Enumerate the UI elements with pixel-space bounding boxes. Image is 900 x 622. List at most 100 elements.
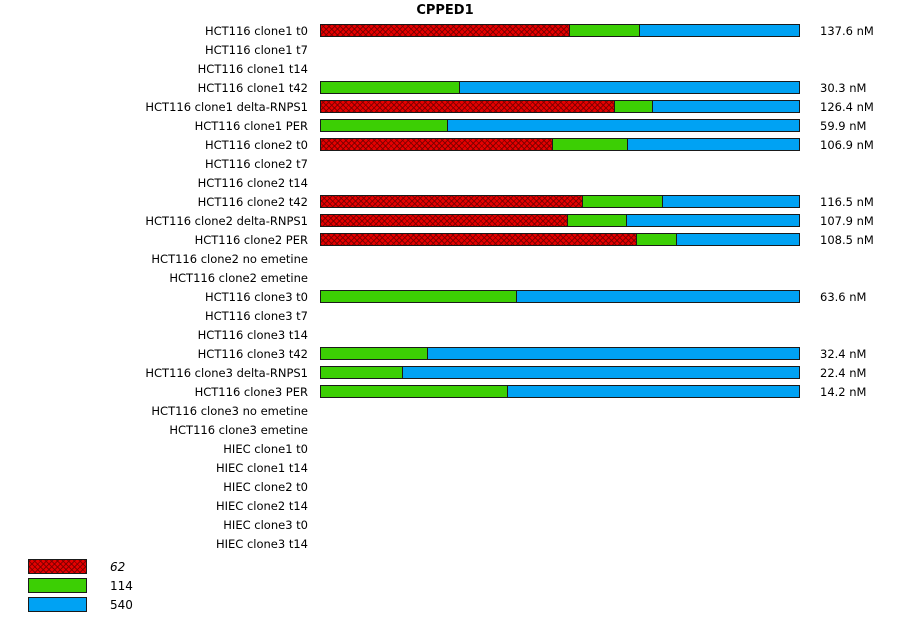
row-label: HCT116 clone1 t0 [204, 23, 308, 38]
chart-row: HCT116 clone3 t7 [0, 306, 900, 325]
legend-swatch-62 [28, 559, 87, 574]
segment-540 [516, 290, 800, 303]
row-value: 116.5 nM [820, 194, 874, 209]
chart-row: HCT116 clone2 PER 108.5 nM [0, 230, 900, 249]
row-label: HCT116 clone2 delta-RNPS1 [145, 213, 308, 228]
row-label: HCT116 clone3 t0 [204, 289, 308, 304]
bar-track [320, 24, 800, 37]
bar-track [320, 442, 800, 455]
bar-track [320, 252, 800, 265]
bar-track [320, 195, 800, 208]
legend-item-62: 62 [28, 557, 133, 576]
segment-540 [428, 347, 800, 360]
segment-114 [583, 195, 664, 208]
segment-62 [320, 214, 569, 227]
row-value: 106.9 nM [820, 137, 874, 152]
row-label: HCT116 clone3 t42 [197, 346, 308, 361]
bar-track [320, 138, 800, 151]
segment-540 [627, 138, 800, 151]
chart-row: HCT116 clone3 t14 [0, 325, 900, 344]
row-label: HCT116 clone2 t42 [197, 194, 308, 209]
row-value: 14.2 nM [820, 384, 867, 399]
segment-114 [320, 81, 461, 94]
chart-title: CPPED1 [416, 3, 474, 18]
segment-62 [320, 138, 553, 151]
chart-row: HCT116 clone1 delta-RNPS1 126.4 nM [0, 97, 900, 116]
segment-114 [320, 347, 428, 360]
bar-track [320, 290, 800, 303]
segment-540 [676, 233, 800, 246]
bar-track [320, 81, 800, 94]
bar-track [320, 271, 800, 284]
segment-114 [570, 24, 641, 37]
row-label: HCT116 clone2 t7 [204, 156, 308, 171]
bar-track [320, 214, 800, 227]
bar-track [320, 176, 800, 189]
chart-row: HCT116 clone2 t42 116.5 nM [0, 192, 900, 211]
row-label: HCT116 clone2 t14 [197, 175, 308, 190]
row-value: 22.4 nM [820, 365, 867, 380]
chart-row: HCT116 clone1 t0 137.6 nM [0, 21, 900, 40]
row-value: 30.3 nM [820, 80, 867, 95]
row-value: 126.4 nM [820, 99, 874, 114]
row-label: HCT116 clone3 no emetine [151, 403, 308, 418]
bar-track [320, 119, 800, 132]
row-label: HIEC clone1 t14 [215, 460, 308, 475]
row-value: 32.4 nM [820, 346, 867, 361]
chart-row: HCT116 clone3 no emetine [0, 401, 900, 420]
bar-track [320, 328, 800, 341]
chart-row: HIEC clone2 t14 [0, 496, 900, 515]
segment-114 [552, 138, 628, 151]
legend-label-540: 540 [110, 597, 133, 612]
row-value: 108.5 nM [820, 232, 874, 247]
row-label: HIEC clone2 t14 [215, 498, 308, 513]
bar-track [320, 157, 800, 170]
legend-swatch-540 [28, 597, 87, 612]
row-label: HCT116 clone3 t7 [204, 308, 308, 323]
bar-track [320, 499, 800, 512]
bar-track [320, 385, 800, 398]
chart-row: HIEC clone2 t0 [0, 477, 900, 496]
chart-row: HCT116 clone3 PER 14.2 nM [0, 382, 900, 401]
segment-114 [320, 290, 517, 303]
segment-114 [320, 119, 449, 132]
segment-540 [640, 24, 800, 37]
segment-540 [508, 385, 800, 398]
chart-row: HCT116 clone1 t7 [0, 40, 900, 59]
row-label: HCT116 clone1 t7 [204, 42, 308, 57]
chart-row: HCT116 clone3 t0 63.6 nM [0, 287, 900, 306]
row-label: HCT116 clone2 PER [194, 232, 308, 247]
segment-114 [320, 385, 509, 398]
row-label: HCT116 clone1 t14 [197, 61, 308, 76]
segment-540 [448, 119, 800, 132]
chart-row: HCT116 clone3 t42 32.4 nM [0, 344, 900, 363]
chart-row: HCT116 clone1 t14 [0, 59, 900, 78]
legend-label-62: 62 [110, 559, 126, 574]
row-label: HIEC clone3 t0 [223, 517, 308, 532]
chart-row: HIEC clone3 t0 [0, 515, 900, 534]
bar-track [320, 461, 800, 474]
chart-row: HIEC clone1 t14 [0, 458, 900, 477]
chart-row: HCT116 clone3 delta-RNPS1 22.4 nM [0, 363, 900, 382]
chart-legend: 62 114 540 [28, 557, 133, 614]
legend-item-114: 114 [28, 576, 133, 595]
row-value: 63.6 nM [820, 289, 867, 304]
segment-540 [663, 195, 800, 208]
segment-62 [320, 195, 584, 208]
row-label: HCT116 clone3 t14 [197, 327, 308, 342]
chart-row: HCT116 clone2 t0 106.9 nM [0, 135, 900, 154]
chart-row: HCT116 clone2 emetine [0, 268, 900, 287]
chart-rows: HCT116 clone1 t0 137.6 nM HCT116 clone1 t7… [0, 21, 900, 553]
chart-row: HCT116 clone2 no emetine [0, 249, 900, 268]
bar-track [320, 537, 800, 550]
segment-540 [653, 100, 800, 113]
row-label: HCT116 clone3 delta-RNPS1 [145, 365, 308, 380]
chart-row: HCT116 clone1 t42 30.3 nM [0, 78, 900, 97]
row-label: HIEC clone3 t14 [215, 536, 308, 551]
row-label: HIEC clone2 t0 [223, 479, 308, 494]
chart-row: HCT116 clone2 t14 [0, 173, 900, 192]
chart-row: HCT116 clone1 PER 59.9 nM [0, 116, 900, 135]
legend-label-114: 114 [110, 578, 133, 593]
row-value: 107.9 nM [820, 213, 874, 228]
